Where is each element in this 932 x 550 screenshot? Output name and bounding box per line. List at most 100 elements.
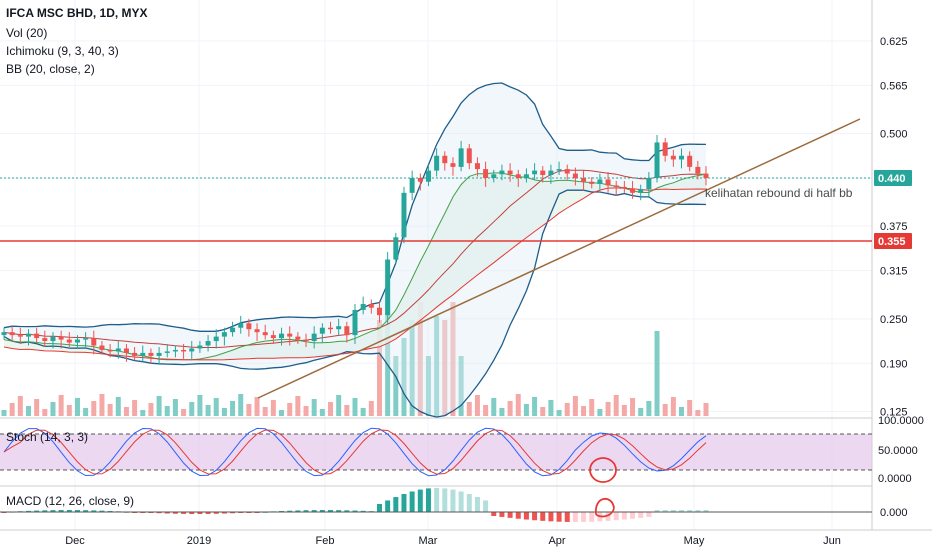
legend-macd[interactable]: MACD (12, 26, close, 9) bbox=[6, 494, 135, 508]
macd-bar bbox=[466, 494, 472, 512]
candle-body bbox=[621, 186, 627, 189]
volume-bar bbox=[385, 302, 391, 416]
macd-highlight-circle[interactable] bbox=[595, 498, 615, 518]
stoch-band bbox=[0, 434, 872, 470]
volume-bar bbox=[638, 408, 644, 416]
volume-bar bbox=[417, 302, 423, 416]
macd-bar bbox=[670, 510, 676, 512]
candle-body bbox=[156, 352, 162, 356]
macd-bar bbox=[230, 512, 236, 514]
stoch-tick-label: 100.0000 bbox=[878, 415, 924, 427]
macd-bar bbox=[189, 512, 195, 514]
macd-bar bbox=[523, 512, 529, 520]
volume-bar bbox=[589, 399, 595, 416]
macd-bar bbox=[83, 510, 89, 512]
volume-bar bbox=[172, 399, 178, 416]
candle-body bbox=[25, 333, 31, 337]
macd-bar bbox=[328, 510, 334, 512]
volume-bar bbox=[311, 399, 317, 416]
macd-bar bbox=[401, 494, 407, 512]
volume-bar bbox=[295, 396, 301, 416]
macd-bar bbox=[515, 512, 521, 519]
volume-bar bbox=[548, 400, 554, 416]
annotation-text[interactable]: kelihatan rebound di half bb bbox=[705, 186, 853, 200]
volume-bar bbox=[662, 404, 668, 416]
symbol-title[interactable]: IFCA MSC BHD, 1D, MYX bbox=[6, 6, 148, 20]
candle-body bbox=[507, 170, 513, 175]
price-tick-label: 0.250 bbox=[880, 314, 908, 326]
volume-bar bbox=[695, 410, 701, 416]
candle-body bbox=[42, 338, 48, 342]
macd-bar bbox=[564, 512, 570, 522]
time-tick-label: Mar bbox=[419, 535, 438, 547]
legend-ichimoku[interactable]: Ichimoku (9, 3, 40, 3) bbox=[6, 44, 119, 58]
volume-bar bbox=[336, 395, 342, 416]
macd-bar bbox=[213, 512, 219, 514]
volume-bar bbox=[328, 402, 334, 416]
legend-vol[interactable]: Vol (20) bbox=[6, 26, 48, 40]
volume-bar bbox=[613, 395, 619, 416]
volume-bars bbox=[1, 302, 709, 416]
volume-bar bbox=[621, 405, 627, 416]
macd-bar bbox=[417, 489, 423, 512]
macd-bar bbox=[221, 512, 227, 514]
candle-body bbox=[279, 333, 285, 339]
price-tick-label: 0.125 bbox=[880, 406, 908, 418]
candle-body bbox=[695, 166, 701, 174]
volume-bar bbox=[123, 407, 129, 416]
macd-bar bbox=[695, 510, 701, 512]
macd-bar bbox=[499, 512, 505, 517]
bollinger-fill bbox=[4, 83, 706, 417]
candle-body bbox=[638, 189, 644, 193]
macd-bar bbox=[630, 512, 636, 519]
volume-bar bbox=[230, 401, 236, 416]
volume-bar bbox=[238, 394, 244, 416]
macd-bar bbox=[181, 512, 187, 514]
candle-body bbox=[74, 339, 80, 343]
candle-body bbox=[564, 169, 570, 174]
volume-bar bbox=[523, 404, 529, 416]
volume-bar bbox=[148, 403, 154, 416]
candle-body bbox=[140, 352, 146, 356]
macd-tick-label: 0.000 bbox=[880, 507, 908, 519]
candle-body bbox=[409, 178, 415, 193]
stoch-k-line bbox=[3, 427, 707, 477]
volume-bar bbox=[9, 403, 15, 416]
macd-bar bbox=[442, 488, 448, 512]
volume-bar bbox=[401, 338, 407, 416]
macd-bar bbox=[66, 510, 72, 512]
volume-bar bbox=[491, 398, 497, 416]
candle-body bbox=[670, 155, 676, 160]
volume-bar bbox=[213, 398, 219, 416]
volume-bar bbox=[319, 409, 325, 416]
legend-bb[interactable]: BB (20, close, 2) bbox=[6, 62, 95, 76]
candle-body bbox=[34, 333, 40, 339]
volume-bar bbox=[189, 402, 195, 416]
candle-body bbox=[499, 170, 505, 175]
bollinger-lower bbox=[3, 189, 707, 418]
volume-bar bbox=[221, 408, 227, 416]
candle-body bbox=[417, 178, 423, 182]
legend-stoch[interactable]: Stoch (14, 3, 3) bbox=[6, 430, 89, 444]
macd-bar bbox=[621, 512, 627, 520]
volume-bar bbox=[140, 410, 146, 416]
volume-bar bbox=[42, 409, 48, 416]
price-axis: 0.6900.6250.5650.5000.3750.3150.2500.190… bbox=[880, 36, 908, 419]
candle-body bbox=[197, 345, 203, 349]
candle-body bbox=[687, 155, 693, 167]
trendline[interactable] bbox=[257, 118, 861, 399]
macd-axis: 0.000 bbox=[880, 507, 908, 519]
volume-bar bbox=[34, 399, 40, 416]
candle-body bbox=[303, 339, 309, 342]
stoch-highlight-circle[interactable] bbox=[589, 457, 617, 483]
volume-bar bbox=[679, 407, 685, 416]
macd-bar bbox=[156, 512, 162, 514]
macd-bar bbox=[679, 510, 685, 512]
candle-body bbox=[287, 333, 293, 337]
volume-bar bbox=[630, 398, 636, 416]
volume-bar bbox=[270, 400, 276, 416]
candle-body bbox=[91, 338, 97, 346]
candle-body bbox=[540, 170, 546, 176]
candle-body bbox=[50, 336, 56, 342]
